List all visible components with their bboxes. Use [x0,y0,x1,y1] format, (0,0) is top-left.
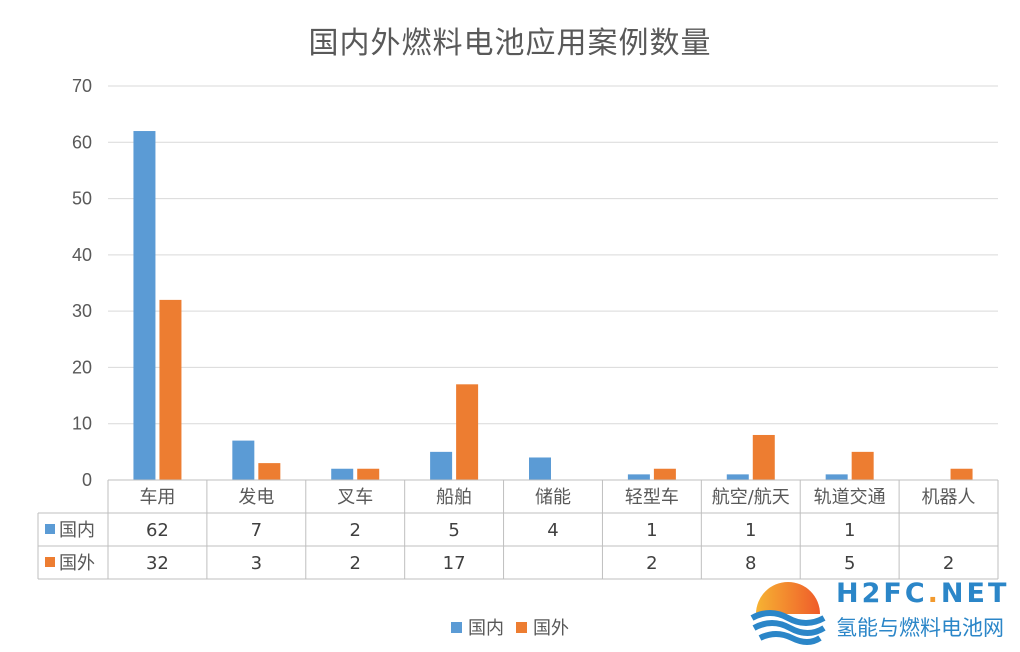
category-label: 车用 [139,487,175,508]
category-label: 叉车 [337,487,373,508]
data-label: 32 [146,553,169,574]
bar-国内-轨道交通 [825,474,848,480]
bar-国外-轨道交通 [851,451,874,480]
category-label: 航空/航天 [712,487,790,508]
y-tick-label: 20 [72,357,92,377]
y-tick-label: 40 [72,245,92,265]
category-label: 储能 [535,487,571,508]
data-label: 2 [349,520,360,541]
y-tick-label: 50 [72,189,92,209]
category-label: 船舶 [436,487,472,508]
gridlines [108,85,998,425]
y-tick-label: 30 [72,301,92,321]
y-axis-ticks: 0 10 20 30 40 50 60 70 [72,76,92,490]
bar-国内-船舶 [430,451,453,480]
data-label: 1 [646,520,657,541]
category-label: 发电 [238,487,274,508]
legend-label-series-1: 国外 [533,618,569,639]
table-legend-key-0 [45,524,55,534]
data-label: 2 [943,553,954,574]
bar-国内-储能 [529,457,551,480]
watermark-site-name: 氢能与燃料电池网 [836,616,1004,640]
legend-item-series-1: 国外 [516,614,569,640]
data-label: 62 [146,520,169,541]
bar-国外-轻型车 [653,468,676,480]
data-label: 5 [844,553,855,574]
category-label: 轻型车 [625,487,679,508]
chart-title: 国内外燃料电池应用案例数量 [308,26,712,61]
data-label: 17 [443,553,466,574]
bar-国外-发电 [258,463,281,480]
bar-国外-叉车 [357,468,380,480]
watermark-domain-prefix: H2FC [836,578,928,609]
legend-swatch-series-0 [451,621,462,633]
bar-国外-航空/航天 [752,434,775,480]
bar-国外-车用 [159,299,182,480]
bar-国内-叉车 [331,468,354,480]
watermark-domain: H2FC.NET [836,578,1009,609]
watermark-logo: H2FC.NET 氢能与燃料电池网 [748,574,1018,646]
bar-国外-机器人 [950,468,973,480]
data-label: 3 [251,553,262,574]
legend: 国内 国外 [0,614,1020,640]
sun-wave-logo-icon [750,582,826,645]
data-label: 1 [745,520,756,541]
bar-国内-发电 [232,440,255,480]
y-tick-label: 0 [82,470,92,490]
watermark-domain-suffix: NET [940,578,1010,609]
table-series-label: 国外 [59,553,95,574]
table-legend-key-1 [45,557,55,567]
data-label: 8 [745,553,756,574]
data-label: 2 [349,553,360,574]
legend-item-series-0: 国内 [451,614,504,640]
category-label: 机器人 [922,487,976,508]
category-label: 轨道交通 [814,487,886,508]
bars [133,131,973,480]
watermark-domain-dot: . [927,578,941,609]
bar-国内-航空/航天 [726,474,749,480]
legend-label-series-0: 国内 [468,618,504,639]
y-tick-label: 10 [72,414,92,434]
bar-国内-车用 [133,131,156,480]
y-tick-label: 60 [72,132,92,152]
data-label: 1 [844,520,855,541]
y-tick-label: 70 [72,76,92,96]
data-label: 5 [448,520,459,541]
data-label: 4 [547,520,558,541]
legend-swatch-series-1 [516,621,527,633]
table-series-label: 国内 [59,520,95,541]
bar-国内-轻型车 [627,474,650,480]
bar-国外-船舶 [456,384,479,480]
data-label: 7 [251,520,262,541]
data-label: 2 [646,553,657,574]
